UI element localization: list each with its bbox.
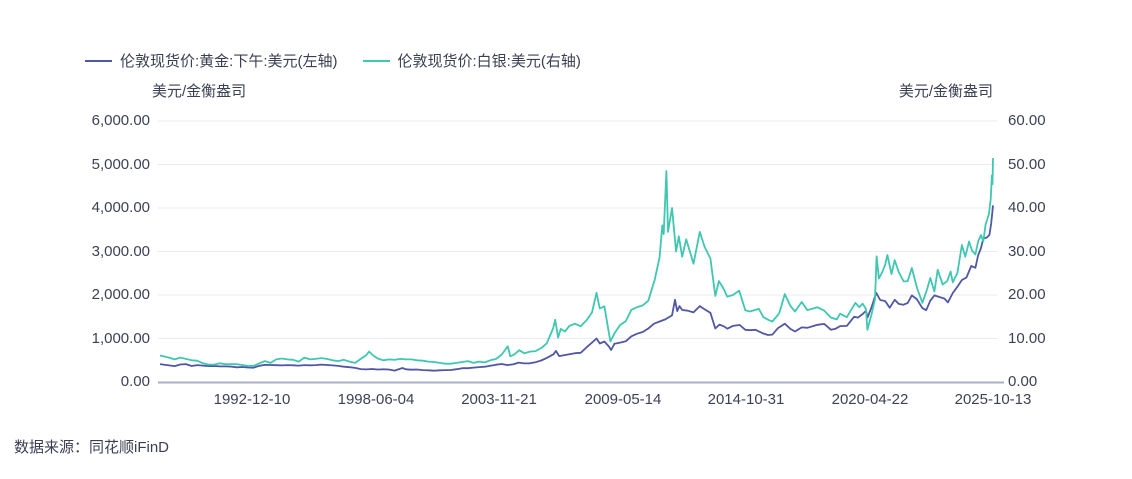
- left-axis-tick: 1,000.00: [91, 330, 150, 347]
- left-axis-tick: 5,000.00: [91, 156, 150, 173]
- silver-series-line: [159, 157, 994, 367]
- right-axis-tick: 20.00: [1008, 286, 1046, 303]
- left-axis-unit-label: 美元/金衡盎司: [152, 83, 247, 100]
- legend-item-gold[interactable]: 伦敦现货价:黄金:下午:美元(左轴): [85, 50, 338, 71]
- x-axis-tick: 1992-12-10: [213, 391, 291, 408]
- data-source-label: 数据来源：同花顺iFinD: [14, 439, 170, 456]
- x-axis-tick: 2009-05-14: [584, 391, 662, 408]
- legend-label-silver: 伦敦现货价:白银:美元(右轴): [397, 53, 581, 70]
- x-axis-tick: 1998-06-04: [337, 391, 415, 408]
- left-axis-tick: 6,000.00: [91, 112, 150, 129]
- x-axis-tick: 2025-10-13: [954, 391, 1032, 408]
- right-axis-tick: 10.00: [1008, 330, 1046, 347]
- silver-line-swatch: [362, 59, 390, 62]
- right-axis-tick: 40.00: [1008, 199, 1046, 216]
- left-axis-tick: 4,000.00: [91, 199, 150, 216]
- left-axis-tick: 3,000.00: [91, 243, 150, 260]
- gold-series-line: [159, 205, 994, 372]
- x-axis-tick: 2020-04-22: [831, 391, 909, 408]
- right-axis-tick: 50.00: [1008, 156, 1046, 173]
- legend: 伦敦现货价:黄金:下午:美元(左轴) 伦敦现货价:白银:美元(右轴): [85, 50, 581, 71]
- right-axis-tick: 30.00: [1008, 243, 1046, 260]
- legend-item-silver[interactable]: 伦敦现货价:白银:美元(右轴): [362, 50, 581, 71]
- x-axis-tick: 2003-11-21: [461, 391, 537, 408]
- gold-line-swatch: [85, 59, 112, 62]
- x-axis-tick: 2014-10-31: [707, 391, 785, 408]
- right-axis-unit-label: 美元/金衡盎司: [898, 83, 993, 100]
- right-axis-tick: 0.00: [1008, 373, 1038, 390]
- left-axis-tick: 0.00: [120, 373, 150, 390]
- left-axis-tick: 2,000.00: [91, 286, 150, 303]
- legend-label-gold: 伦敦现货价:黄金:下午:美元(左轴): [120, 53, 338, 70]
- right-axis-tick: 60.00: [1008, 112, 1046, 129]
